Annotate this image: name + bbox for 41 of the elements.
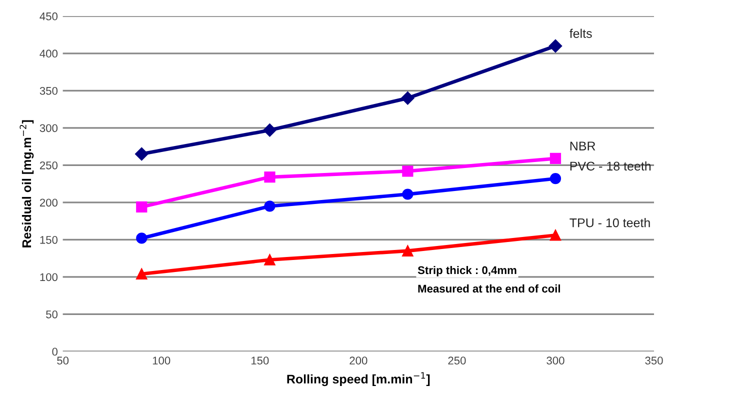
x-tick-label: 300 [546,356,564,365]
x-tick-label: 200 [350,356,368,365]
point [263,124,276,137]
series-label: TPU - 10 teeth [570,218,650,228]
point [135,147,148,161]
x-tick-label: 50 [57,356,69,365]
x-tick-label: 350 [645,356,663,365]
y-tick-label: 150 [40,236,58,244]
point [402,166,414,177]
series-label: PVC - 18 teeth [570,161,651,171]
y-tick-label: 100 [40,273,58,282]
y-tick-label: 450 [40,12,58,20]
y-axis-title: Residual oil [mg.m$^{−2}$] [20,120,34,248]
point [264,172,276,183]
y-tick-label: 0 [52,348,58,356]
annotation: Strip thick : 0,4mm [418,266,516,276]
point [402,188,414,200]
y-tick-label: 200 [40,198,58,207]
x-tick-label: 250 [448,356,466,365]
point [264,200,276,212]
y-tick-label: 300 [40,124,58,132]
point [136,232,148,244]
point [550,230,562,241]
y-tick-label: 50 [46,310,58,318]
point [550,152,562,164]
x-tick-label: 150 [251,356,269,365]
y-tick-label: 250 [40,161,58,170]
y-tick-label: 400 [40,50,58,58]
point [136,268,148,280]
point [401,92,414,105]
point [548,39,562,53]
point [136,201,148,212]
annotation: Measured at the end of coil [418,284,560,293]
y-tick-label: 350 [40,86,58,95]
point [264,254,276,266]
point [550,173,562,184]
x-tick-label: 100 [152,356,170,365]
x-axis-title: Rolling speed [m.min$^{−1}$] [287,372,430,386]
series-label: felts [570,28,592,38]
series-label: NBR [570,142,596,150]
point [402,245,414,256]
